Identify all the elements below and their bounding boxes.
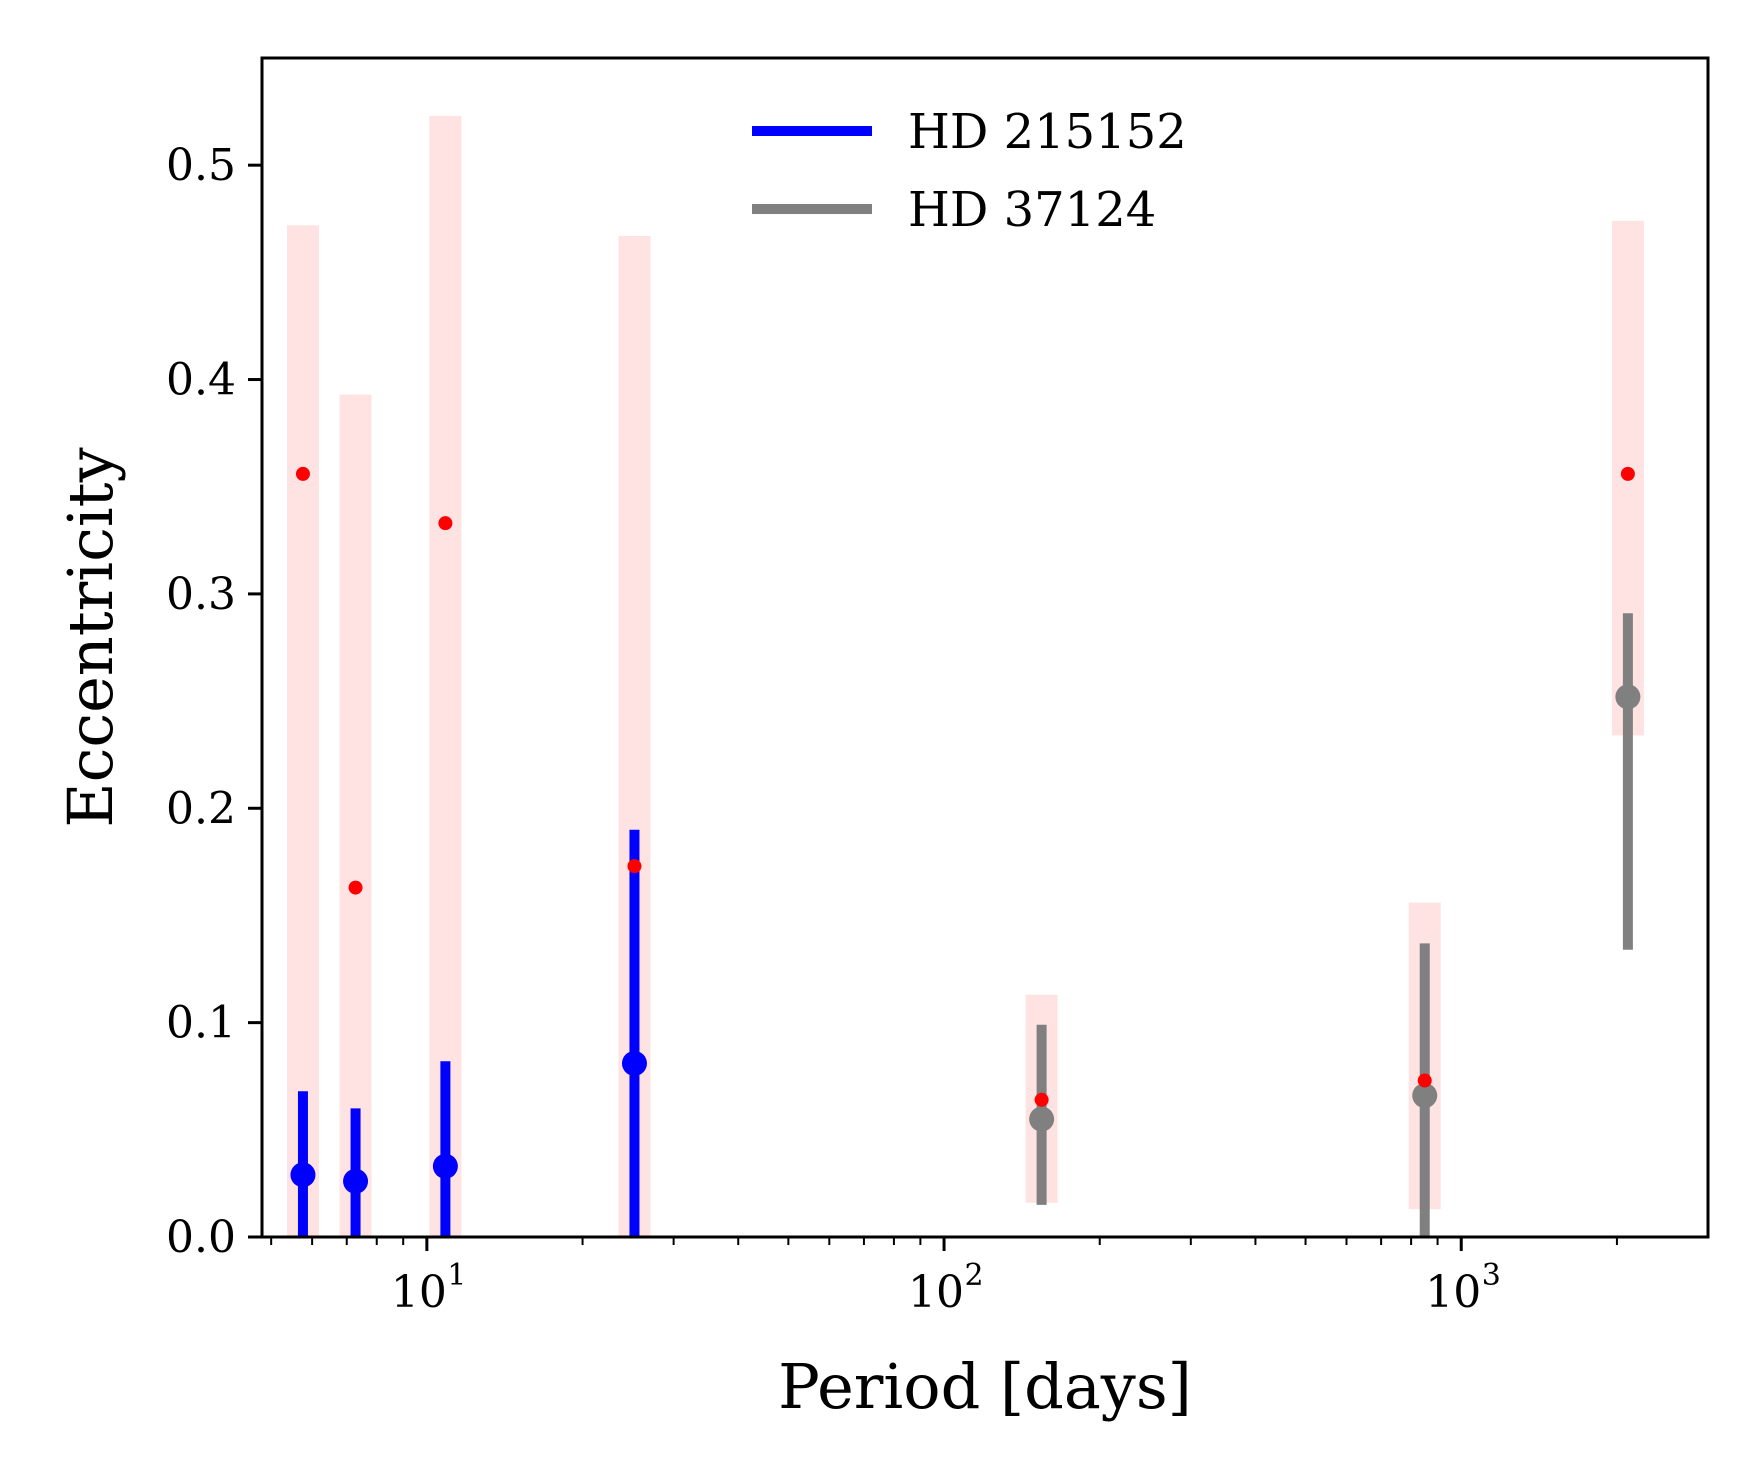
data-point-0-1: [343, 1168, 369, 1194]
prior-point-3: [627, 859, 642, 874]
x-tick-label-1: 10: [908, 1267, 964, 1318]
data-point-1-0: [1029, 1106, 1055, 1132]
y-tick-label-2: 0.2: [166, 783, 236, 834]
x-tick-exponent-1: 2: [965, 1258, 984, 1293]
x-tick-exponent-0: 1: [447, 1258, 466, 1293]
legend: HD 215152 HD 37124: [752, 104, 1187, 238]
data-point-1-1: [1412, 1083, 1438, 1109]
prior-point-4: [1034, 1092, 1049, 1107]
prior-band-2: [429, 115, 462, 1238]
y-tick-label-3: 0.3: [166, 569, 236, 620]
y-tick-label-1: 0.1: [166, 998, 236, 1049]
data-markers: [290, 684, 1641, 1194]
prior-markers: [295, 466, 1635, 1107]
x-tick-label-2: 10: [1425, 1267, 1481, 1318]
data-point-1-2: [1615, 684, 1641, 710]
prior-point-2: [438, 516, 453, 531]
y-tick-label-4: 0.4: [166, 355, 236, 406]
y-axis: 0.0 0.1 0.2 0.3 0.4 0.5: [166, 140, 262, 1263]
x-tick-label-0: 10: [391, 1267, 447, 1318]
x-tick-exponent-2: 3: [1482, 1258, 1501, 1293]
y-tick-label-0: 0.0: [166, 1212, 236, 1263]
y-tick-label-5: 0.5: [166, 140, 236, 191]
prior-point-5: [1417, 1073, 1432, 1088]
prior-band-0: [286, 225, 319, 1238]
data-point-0-0: [290, 1162, 316, 1188]
prior-point-0: [295, 466, 310, 481]
data-point-0-3: [621, 1050, 647, 1076]
x-axis-title: Period [days]: [778, 1350, 1192, 1423]
x-axis: 10 1 10 2 10 3: [270, 1237, 1618, 1318]
data-point-0-2: [432, 1153, 458, 1179]
prior-point-6: [1620, 466, 1635, 481]
y-axis-title: Eccentricity: [54, 447, 127, 827]
prior-point-1: [348, 880, 363, 895]
legend-label-1: HD 37124: [908, 182, 1156, 238]
plot-frame: [260, 56, 1710, 1239]
prior-band-1: [339, 394, 372, 1237]
legend-label-0: HD 215152: [908, 104, 1187, 160]
